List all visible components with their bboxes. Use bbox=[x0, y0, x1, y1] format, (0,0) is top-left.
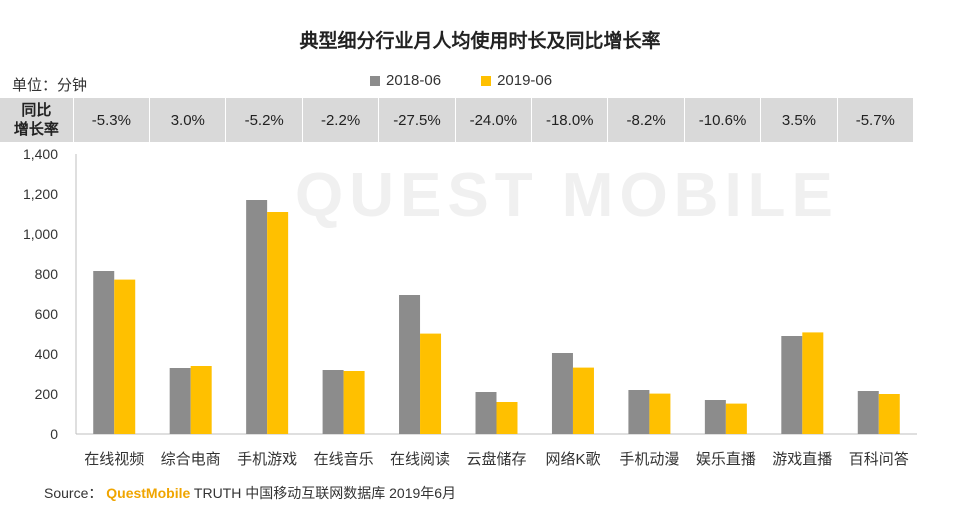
growth-rate-cells: -5.3% 3.0% -5.2% -2.2% -27.5% -24.0% -18.0% -8.… bbox=[74, 98, 914, 142]
source-prefix: Source： bbox=[44, 485, 103, 501]
legend-label-2018: 2018-06 bbox=[386, 72, 442, 89]
y-tick-label: 400 bbox=[35, 346, 59, 362]
y-tick-label: 1,200 bbox=[23, 186, 58, 202]
bar-2018-06-5 bbox=[475, 392, 497, 434]
bar-2019-06-6 bbox=[572, 367, 594, 434]
legend-swatch-2018 bbox=[370, 75, 380, 86]
bar-2019-06-7 bbox=[649, 393, 671, 434]
x-category-label: 手机游戏 bbox=[237, 451, 297, 468]
y-tick-label: 800 bbox=[35, 266, 59, 282]
bar-2018-06-7 bbox=[628, 390, 650, 434]
x-category-label: 在线音乐 bbox=[314, 451, 374, 468]
bar-2019-06-2 bbox=[267, 212, 289, 434]
y-tick-label: 1,000 bbox=[23, 226, 58, 242]
bar-2018-06-0 bbox=[93, 271, 115, 434]
unit-label: 单位：分钟 bbox=[12, 77, 88, 94]
bar-2019-06-5 bbox=[496, 402, 518, 434]
legend-label-2019: 2019-06 bbox=[497, 72, 553, 89]
growth-rate-cell: -5.7% bbox=[838, 98, 914, 142]
bar-2018-06-2 bbox=[246, 200, 268, 434]
growth-rate-cell: -27.5% bbox=[379, 98, 456, 142]
growth-rate-cell: -18.0% bbox=[532, 98, 609, 142]
bar-2019-06-4 bbox=[420, 333, 442, 434]
source-brand: QuestMobile bbox=[106, 485, 191, 501]
watermark: QUEST MOBILE bbox=[295, 161, 839, 230]
source-rest: TRUTH 中国移动互联网数据库 2019年6月 bbox=[193, 485, 457, 501]
bar-2018-06-8 bbox=[704, 400, 726, 434]
y-tick-label: 600 bbox=[35, 306, 59, 322]
y-tick-label: 1,400 bbox=[23, 146, 58, 162]
bar-2019-06-0 bbox=[114, 279, 136, 434]
bar-2019-06-9 bbox=[802, 332, 824, 434]
x-category-label: 游戏直播 bbox=[772, 451, 832, 468]
chart-title: 典型细分行业月人均使用时长及同比增长率 bbox=[299, 31, 661, 52]
bar-2018-06-1 bbox=[169, 368, 191, 434]
x-category-label: 云盘储存 bbox=[466, 450, 526, 468]
legend-item-2019: 2019-06 bbox=[481, 72, 552, 89]
legend-item-2018: 2018-06 bbox=[370, 72, 441, 89]
legend: 2018-06 2019-06 bbox=[370, 72, 552, 89]
x-category-label: 综合电商 bbox=[161, 451, 221, 468]
growth-rate-cell: -5.3% bbox=[74, 98, 151, 142]
bar-2019-06-10 bbox=[878, 394, 900, 434]
bar-2018-06-6 bbox=[551, 353, 573, 434]
growth-rate-cell: -8.2% bbox=[608, 98, 685, 142]
x-category-label: 在线阅读 bbox=[390, 451, 450, 468]
x-category-label: 手机动漫 bbox=[619, 451, 679, 468]
growth-rate-label: 同比 增长率 bbox=[0, 98, 74, 142]
growth-rate-cell: -2.2% bbox=[303, 98, 380, 142]
growth-rate-cell: -24.0% bbox=[456, 98, 533, 142]
source-note: Source： QuestMobile TRUTH 中国移动互联网数据库 201… bbox=[44, 483, 456, 503]
x-category-label: 在线视频 bbox=[84, 451, 144, 468]
x-category-label: 网络K歌 bbox=[545, 451, 600, 468]
bar-2018-06-4 bbox=[399, 295, 421, 434]
bar-2019-06-3 bbox=[343, 371, 365, 434]
bar-2018-06-3 bbox=[322, 370, 344, 434]
growth-rate-cell: 3.5% bbox=[761, 98, 838, 142]
y-tick-label: 200 bbox=[35, 386, 59, 402]
bar-2019-06-1 bbox=[190, 366, 212, 434]
legend-swatch-2019 bbox=[481, 75, 492, 86]
growth-rate-row: 同比 增长率 -5.3% 3.0% -5.2% -2.2% -27.5% -24.0% -1… bbox=[0, 98, 914, 142]
growth-rate-cell: 3.0% bbox=[150, 98, 227, 142]
x-category-label: 娱乐直播 bbox=[696, 451, 756, 468]
growth-rate-cell: -10.6% bbox=[685, 98, 762, 142]
y-tick-label: 0 bbox=[50, 426, 58, 442]
growth-rate-cell: -5.2% bbox=[226, 98, 303, 142]
bar-chart: 0 200 400 600 800 1,000 1,200 1,400 在线视频 综合电商 手机游戏… bbox=[23, 146, 917, 468]
x-category-label: 百科问答 bbox=[849, 451, 909, 468]
bar-2018-06-9 bbox=[781, 336, 803, 434]
bar-2018-06-10 bbox=[857, 391, 879, 434]
bar-2019-06-8 bbox=[725, 403, 747, 434]
